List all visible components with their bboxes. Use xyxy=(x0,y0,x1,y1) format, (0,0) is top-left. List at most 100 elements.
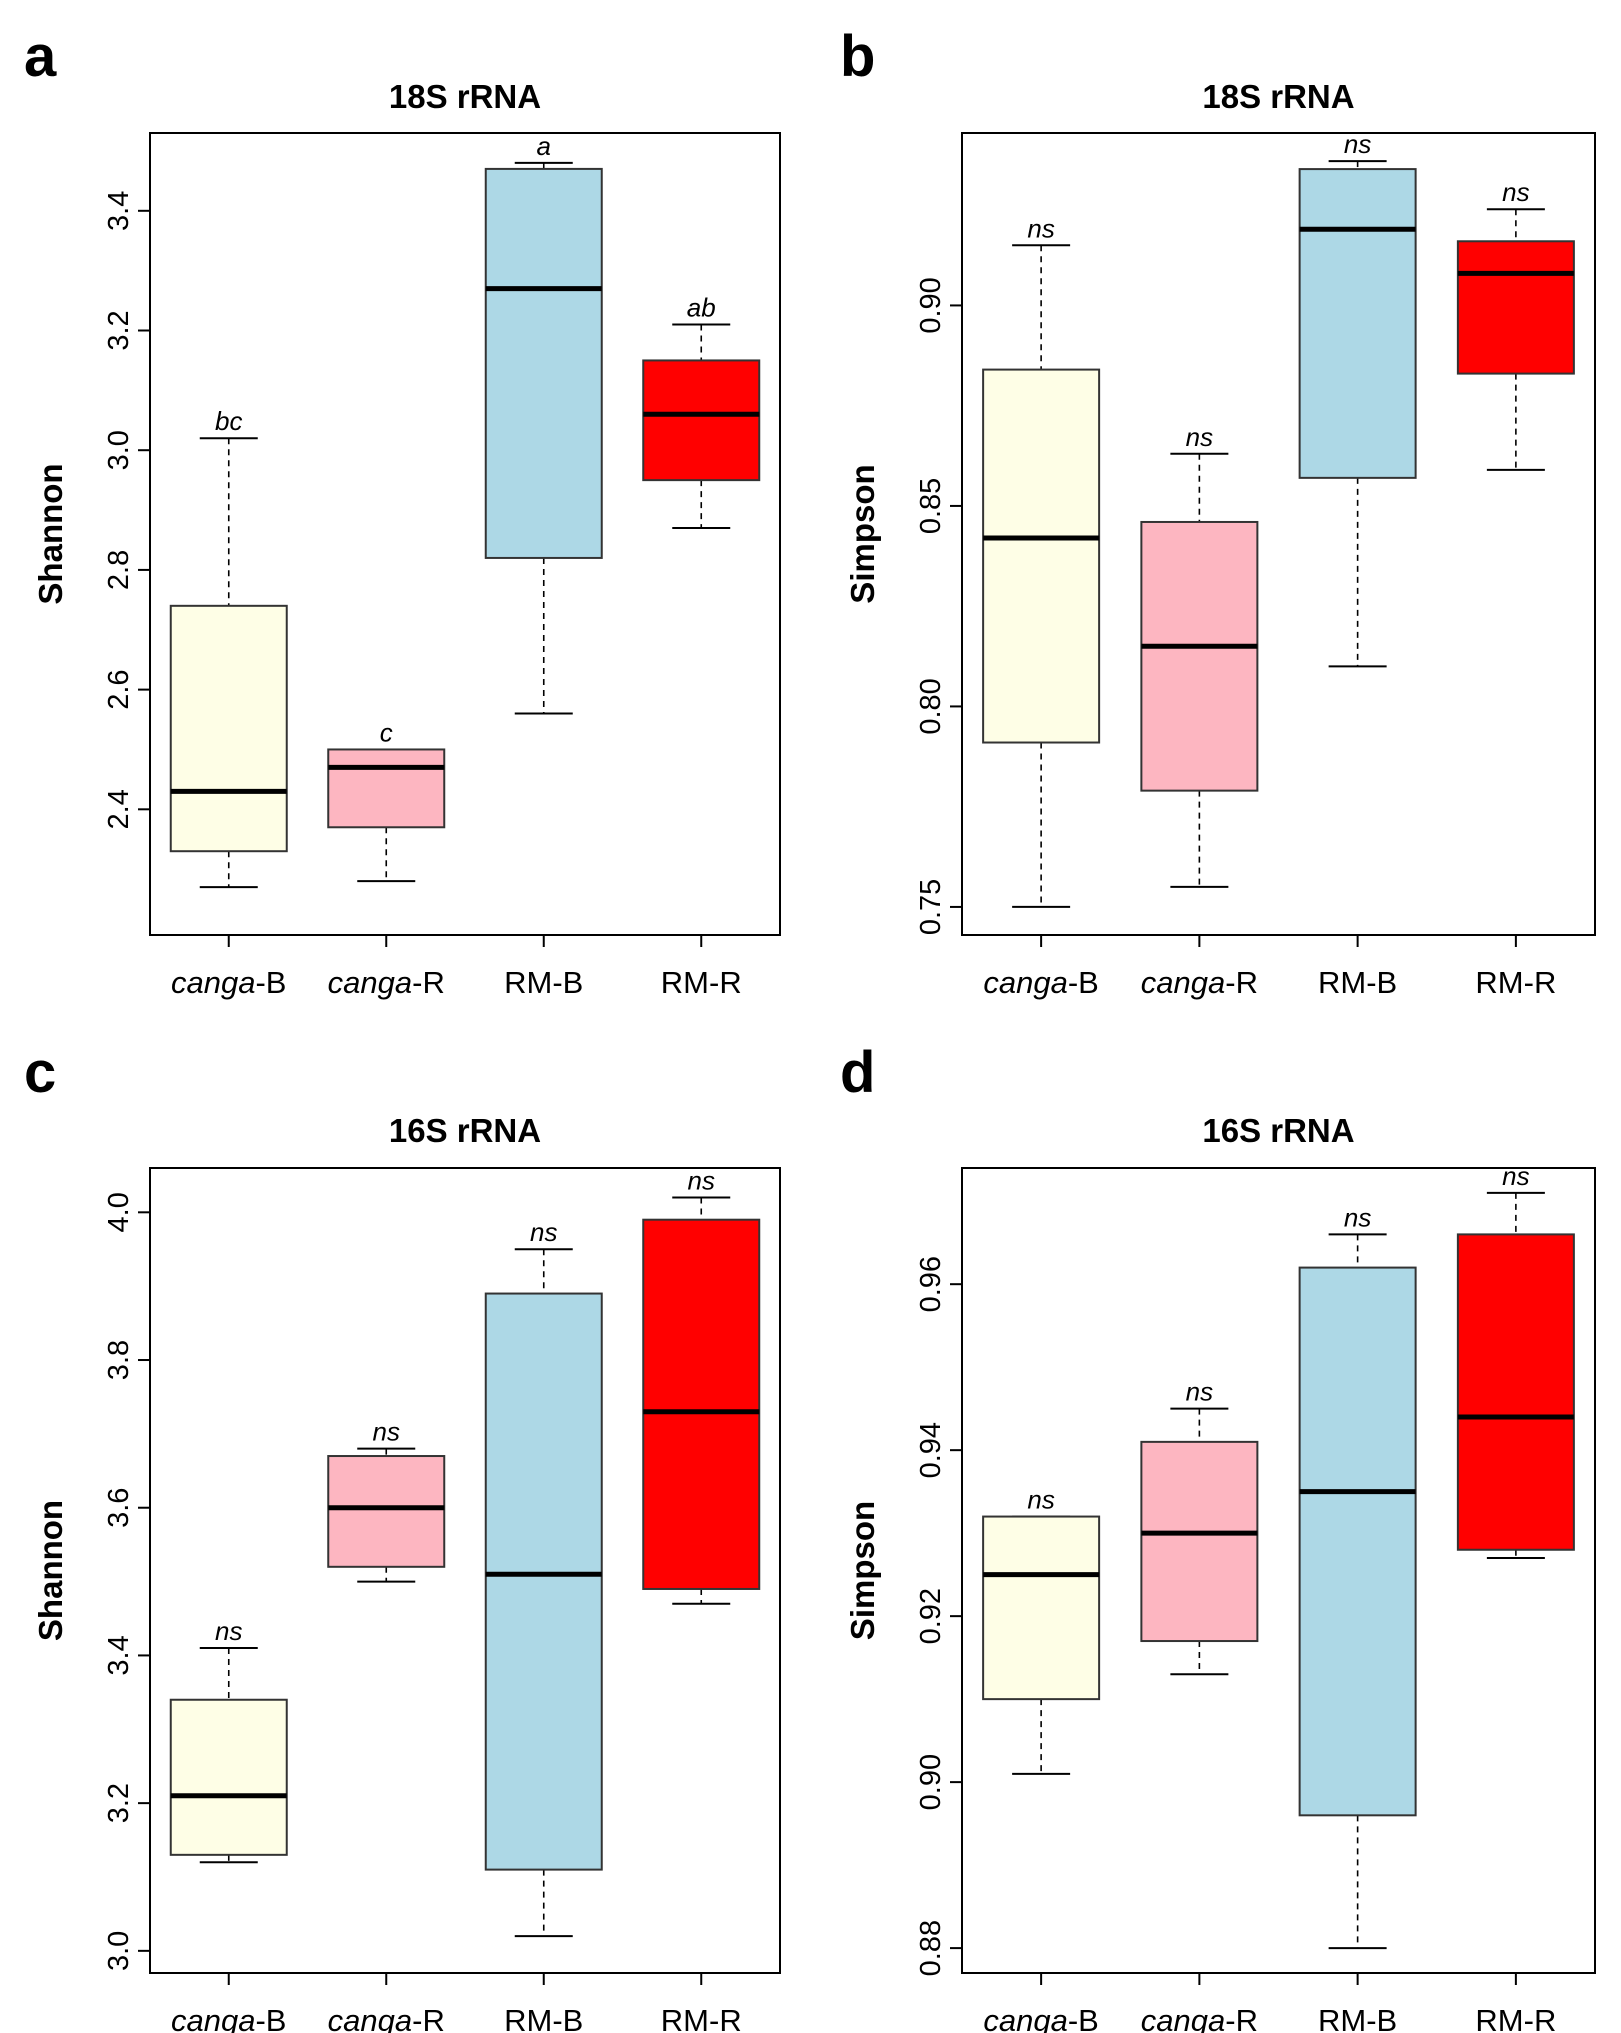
plot-frame xyxy=(149,132,781,936)
box-canga-R: ns xyxy=(327,1417,446,1583)
significance-label: ns xyxy=(215,1616,242,1646)
x-tick-label-RM-B: RM-B xyxy=(504,2003,583,2033)
box-canga-B: ns xyxy=(169,1616,288,1864)
x-tick-label-canga-R: canga-R xyxy=(1141,2003,1258,2033)
box-canga-R: c xyxy=(327,717,446,883)
iqr-box xyxy=(1456,240,1575,375)
box-RM-R: ns xyxy=(1456,1161,1575,1560)
box-RM-R: ns xyxy=(1456,177,1575,471)
x-tick-label-RM-R: RM-R xyxy=(661,2003,742,2033)
plot-frame xyxy=(961,1167,1596,1974)
y-tick-label: 3.4 xyxy=(103,191,135,231)
y-tick-label: 4.0 xyxy=(103,1192,135,1232)
x-tick-label-RM-R: RM-R xyxy=(661,965,742,1000)
panel-b: 18S rRNA Simpson 0.75 0.80 0.85 0.90 canga-B ca… xyxy=(844,78,1596,1000)
chart-title: 16S rRNA xyxy=(389,1112,541,1149)
iqr-box xyxy=(982,1515,1101,1701)
panel-letter-d: d xyxy=(840,1040,876,1105)
y-tick-label: 3.2 xyxy=(103,310,135,350)
significance-label: ns xyxy=(373,1417,400,1447)
significance-label: ns xyxy=(1186,422,1213,452)
significance-label: ns xyxy=(1344,1202,1371,1232)
y-tick-label: 3.4 xyxy=(103,1635,135,1675)
y-tick-label: 0.90 xyxy=(915,1754,947,1810)
x-tick-label-canga-R: canga-R xyxy=(328,2003,445,2033)
box-RM-B: ns xyxy=(484,1217,603,1938)
y-tick-label: 3.0 xyxy=(103,1931,135,1971)
y-tick-label: 0.88 xyxy=(915,1920,947,1976)
box-RM-R: ns xyxy=(642,1166,761,1605)
x-tick-label-RM-B: RM-B xyxy=(504,965,583,1000)
panel-letter-b: b xyxy=(840,24,876,89)
y-tick-label: 0.90 xyxy=(915,277,947,333)
plot-frame xyxy=(149,1167,781,1974)
box-RM-B: ns xyxy=(1298,1202,1417,1950)
x-tick-label-canga-B: canga-B xyxy=(983,965,1098,1000)
iqr-box xyxy=(484,1292,603,1871)
box-RM-B: a xyxy=(484,131,603,715)
panel-d: 16S rRNA Simpson 0.88 0.90 0.92 0.94 0.96 canga… xyxy=(844,1112,1596,2033)
y-tick-label: 3.0 xyxy=(103,430,135,470)
x-tick-label-canga-B: canga-B xyxy=(171,965,286,1000)
y-tick-label: 0.80 xyxy=(915,678,947,734)
box-canga-R: ns xyxy=(1140,1377,1259,1676)
y-tick-label: 3.2 xyxy=(103,1783,135,1823)
panel-c: 16S rRNA Shannon 3.0 3.2 3.4 3.6 3.8 4.0 canga-B… xyxy=(32,1112,781,2033)
y-tick-label: 0.94 xyxy=(915,1422,947,1478)
panel-letter-c: c xyxy=(24,1040,57,1105)
significance-label: ns xyxy=(1502,177,1529,207)
y-axis-label: Shannon xyxy=(32,1500,69,1641)
iqr-box xyxy=(1456,1233,1575,1551)
iqr-box xyxy=(982,368,1101,744)
box-canga-B: ns xyxy=(982,213,1101,908)
panel-letter-a: a xyxy=(24,24,57,89)
x-tick-label-canga-B: canga-B xyxy=(171,2003,286,2033)
iqr-box xyxy=(169,604,288,853)
y-tick-label: 0.92 xyxy=(915,1588,947,1644)
y-tick-label: 0.75 xyxy=(915,879,947,935)
iqr-box xyxy=(642,1218,761,1590)
y-axis-label: Simpson xyxy=(844,1501,881,1640)
y-tick-label: 2.8 xyxy=(103,550,135,590)
y-axis-label: Shannon xyxy=(32,463,69,604)
box-RM-R: ab xyxy=(642,293,761,530)
iqr-box xyxy=(327,1455,446,1568)
significance-label: bc xyxy=(215,406,242,436)
box-canga-B: bc xyxy=(169,406,288,889)
y-tick-label: 3.8 xyxy=(103,1340,135,1380)
iqr-box xyxy=(642,359,761,482)
significance-label: ab xyxy=(687,293,716,323)
chart-title: 16S rRNA xyxy=(1202,1112,1354,1149)
iqr-box xyxy=(1140,1440,1259,1643)
iqr-box xyxy=(1140,520,1259,792)
iqr-box xyxy=(169,1698,288,1856)
chart-title: 18S rRNA xyxy=(1202,78,1354,115)
x-tick-label-canga-R: canga-R xyxy=(328,965,445,1000)
chart-title: 18S rRNA xyxy=(389,78,541,115)
x-tick-label-RM-R: RM-R xyxy=(1475,2003,1556,2033)
y-tick-label: 3.6 xyxy=(103,1488,135,1528)
significance-label: c xyxy=(380,717,393,747)
significance-label: ns xyxy=(688,1166,715,1196)
y-tick-label: 2.6 xyxy=(103,669,135,709)
box-canga-R: ns xyxy=(1140,422,1259,888)
x-tick-label-RM-R: RM-R xyxy=(1475,965,1556,1000)
iqr-box xyxy=(1298,1266,1417,1817)
significance-label: ns xyxy=(1186,1377,1213,1407)
panel-a: 18S rRNA Shannon 2.4 2.6 2.8 3.0 3.2 3.4 canga-B… xyxy=(32,78,781,1000)
significance-label: ns xyxy=(1344,129,1371,159)
y-tick-label: 2.4 xyxy=(103,789,135,829)
significance-label: a xyxy=(537,131,551,161)
significance-label: ns xyxy=(1027,213,1054,243)
iqr-box xyxy=(327,748,446,829)
x-tick-label-RM-B: RM-B xyxy=(1318,965,1397,1000)
iqr-box xyxy=(1298,168,1417,479)
x-tick-label-RM-B: RM-B xyxy=(1318,2003,1397,2033)
y-axis-label: Simpson xyxy=(844,464,881,603)
y-tick-label: 0.96 xyxy=(915,1256,947,1312)
y-tick-label: 0.85 xyxy=(915,478,947,534)
significance-label: ns xyxy=(530,1217,557,1247)
significance-label: ns xyxy=(1027,1485,1054,1515)
